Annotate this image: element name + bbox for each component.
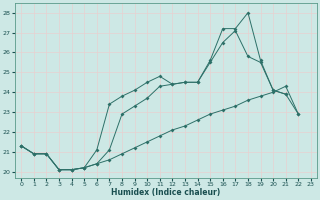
X-axis label: Humidex (Indice chaleur): Humidex (Indice chaleur) [111,188,221,197]
